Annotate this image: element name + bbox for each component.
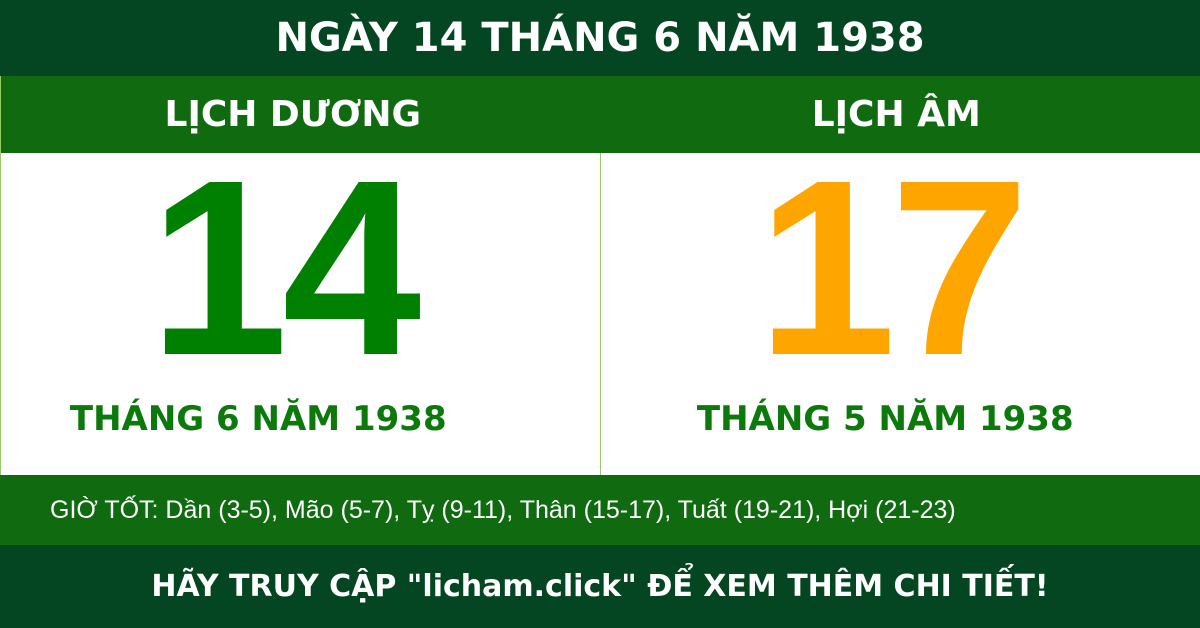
solar-month-year: THÁNG 6 NĂM 1938: [69, 399, 447, 439]
solar-calendar-label: LỊCH DƯƠNG: [164, 94, 422, 135]
solar-day: 14: [149, 128, 421, 407]
calendar-header: LỊCH DƯƠNG LỊCH ÂM: [0, 76, 1200, 153]
calendar-body: 14 THÁNG 6 NĂM 1938 17 THÁNG 5 NĂM 1938: [0, 143, 1200, 475]
solar-panel: 14 THÁNG 6 NĂM 1938: [0, 143, 601, 475]
page-title: NGÀY 14 THÁNG 6 NĂM 1938: [0, 0, 1200, 76]
lunar-month-year: THÁNG 5 NĂM 1938: [696, 399, 1074, 439]
lunar-panel: 17 THÁNG 5 NĂM 1938: [601, 143, 1200, 475]
lunar-day: 17: [757, 128, 1029, 407]
footer-cta: HÃY TRUY CẬP "licham.click" ĐỂ XEM THÊM …: [0, 545, 1200, 628]
lunar-calendar-label: LỊCH ÂM: [811, 94, 981, 135]
good-hours: GIỜ TỐT: Dần (3-5), Mão (5-7), Tỵ (9-11)…: [0, 475, 1200, 545]
